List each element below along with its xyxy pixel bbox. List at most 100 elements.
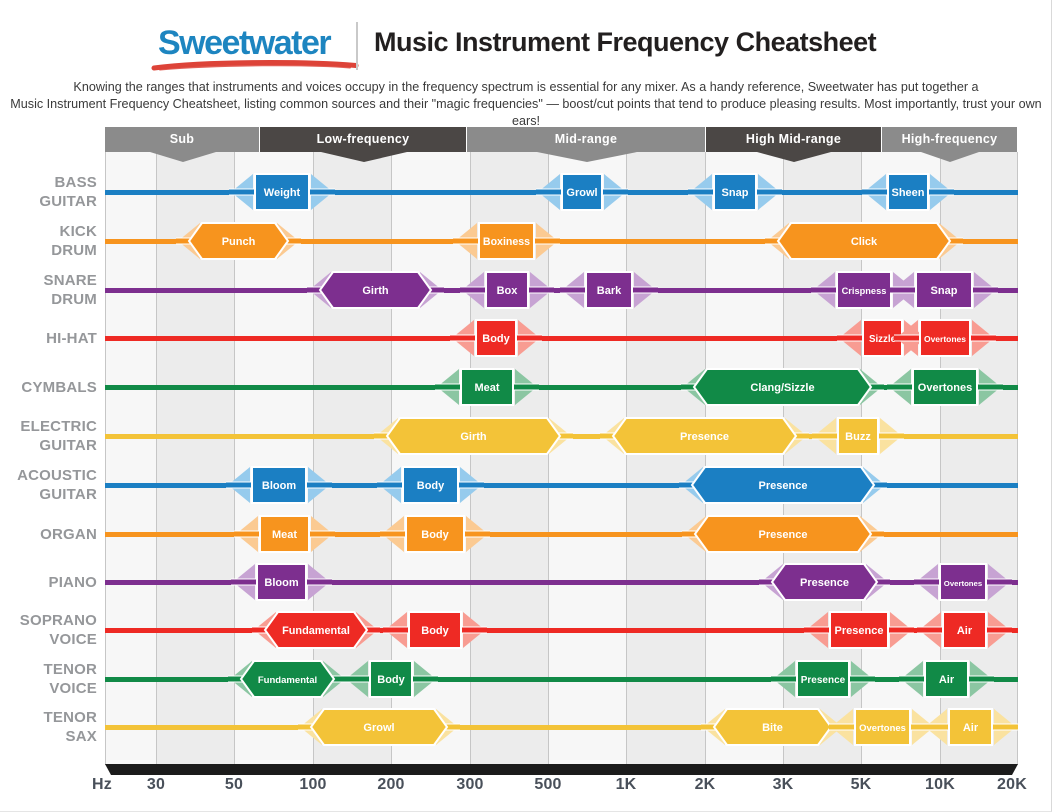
marker-shape <box>259 515 310 553</box>
marker-label: Overtones <box>944 579 982 588</box>
marker-shape <box>915 271 973 309</box>
marker-hi-hat-overtones: Overtones <box>894 319 996 357</box>
marker-shape <box>712 708 833 746</box>
marker-label: Growl <box>363 722 394 734</box>
instrument-label-piano: PIANO <box>0 573 97 592</box>
marker-tenor-voice-body: Body <box>344 660 438 698</box>
band-chevron-mid-range <box>536 152 637 162</box>
marker-label: Boxiness <box>483 236 530 248</box>
marker-shape <box>837 417 879 455</box>
instrument-label-line: VOICE <box>49 680 97 697</box>
marker-shape <box>254 173 310 211</box>
marker-tenor-voice-presence: Presence <box>771 660 875 698</box>
marker-shape <box>942 611 987 649</box>
instrument-label-line: GUITAR <box>39 193 97 210</box>
marker-cymbals-overtones: Overtones <box>887 368 1003 406</box>
marker-label: Bloom <box>264 577 298 589</box>
instrument-label-line: HI-HAT <box>46 329 97 347</box>
gridline <box>313 152 314 765</box>
band-chevron-sub <box>149 152 216 162</box>
instrument-label-line: SOPRANO <box>19 612 97 629</box>
marker-electric-guitar-presence: Presence <box>600 417 809 455</box>
marker-label: Bite <box>762 722 783 734</box>
instrument-label-acoustic-guitar: ACOUSTIC GUITAR <box>0 466 97 504</box>
marker-shape <box>485 271 529 309</box>
marker-label: Buzz <box>845 431 871 443</box>
marker-shape <box>256 563 307 601</box>
instrument-label-line: ORGAN <box>40 525 97 543</box>
instrument-label-line: KICK <box>59 223 97 240</box>
marker-label: Air <box>963 722 979 734</box>
marker-shape <box>611 417 798 455</box>
marker-label: Bloom <box>262 480 296 492</box>
marker-tenor-sax-growl: Growl <box>298 708 460 746</box>
marker-label: Weight <box>264 187 301 199</box>
marker-electric-guitar-girth: Girth <box>374 417 573 455</box>
marker-acoustic-guitar-body: Body <box>377 466 484 504</box>
instrument-label-tenor-voice: TENOR VOICE <box>0 660 97 698</box>
gridline <box>234 152 235 765</box>
marker-snare-drum-bark: Bark <box>560 271 658 309</box>
instrument-label-line: VOICE <box>49 631 97 648</box>
marker-shape <box>309 708 449 746</box>
band-low-frequency: Low-frequency <box>260 127 467 152</box>
gridline <box>391 152 392 765</box>
marker-label: Bark <box>597 285 622 297</box>
marker-organ-meat: Meat <box>234 515 335 553</box>
marker-label: Presence <box>680 431 729 443</box>
instrument-label-line: SAX <box>65 728 97 745</box>
axis-tick-5k: 5K <box>850 776 872 793</box>
marker-acoustic-guitar-presence: Presence <box>679 466 887 504</box>
marker-label: Meat <box>474 382 499 394</box>
marker-soprano-voice-body: Body <box>383 611 487 649</box>
marker-shape <box>478 222 535 260</box>
gridline <box>783 152 784 765</box>
marker-label: Overtones <box>918 382 972 394</box>
marker-label: Clang/Sizzle <box>750 382 814 394</box>
instrument-label-tenor-sax: TENOR SAX <box>0 708 97 746</box>
gridline <box>156 152 157 765</box>
axis-tick-3k: 3K <box>772 776 794 793</box>
column-stripe <box>548 152 626 765</box>
marker-piano-presence: Presence <box>759 563 890 601</box>
row-line-tenor-sax <box>105 724 1018 730</box>
marker-piano-bloom: Bloom <box>231 563 332 601</box>
axis-tick-1k: 1K <box>615 776 637 793</box>
gridline <box>626 152 627 765</box>
gridline <box>1017 152 1018 765</box>
axis-tick-30: 30 <box>146 776 166 793</box>
marker-label: Sizzle <box>869 334 897 345</box>
marker-shape <box>939 563 987 601</box>
column-stripe <box>626 152 705 765</box>
instrument-label-bass-guitar: BASS GUITAR <box>0 173 97 211</box>
band-high-frequency: High-frequency <box>882 127 1018 152</box>
marker-label: Punch <box>222 236 256 248</box>
instrument-label-line: DRUM <box>51 242 97 259</box>
marker-shape <box>187 222 290 260</box>
axis-tick-100: 100 <box>299 776 327 793</box>
marker-label: Fundamental <box>258 675 317 686</box>
marker-shape <box>692 368 873 406</box>
instrument-label-line: TENOR <box>43 661 97 678</box>
instrument-label-soprano-voice: SOPRANO VOICE <box>0 611 97 649</box>
marker-shape <box>912 368 978 406</box>
row-line-kick-drum <box>105 238 1018 244</box>
marker-organ-presence: Presence <box>682 515 884 553</box>
gridline <box>548 152 549 765</box>
marker-kick-drum-click: Click <box>765 222 963 260</box>
axis-tick-20k: 20K <box>997 776 1027 793</box>
marker-shape <box>318 271 433 309</box>
marker-shape <box>402 466 459 504</box>
marker-shape <box>693 515 873 553</box>
marker-shape <box>369 660 413 698</box>
marker-label: Meat <box>272 529 297 541</box>
marker-tenor-sax-overtones: Overtones <box>829 708 936 746</box>
marker-bass-guitar-weight: Weight <box>229 173 335 211</box>
marker-cymbals-meat: Meat <box>435 368 539 406</box>
marker-kick-drum-boxiness: Boxiness <box>453 222 560 260</box>
instrument-label-line: DRUM <box>51 291 97 308</box>
marker-electric-guitar-buzz: Buzz <box>812 417 904 455</box>
instrument-label-line: GUITAR <box>39 486 97 503</box>
instrument-label-line: ELECTRIC <box>20 418 97 435</box>
band-chevron-low-frequency <box>320 152 407 162</box>
